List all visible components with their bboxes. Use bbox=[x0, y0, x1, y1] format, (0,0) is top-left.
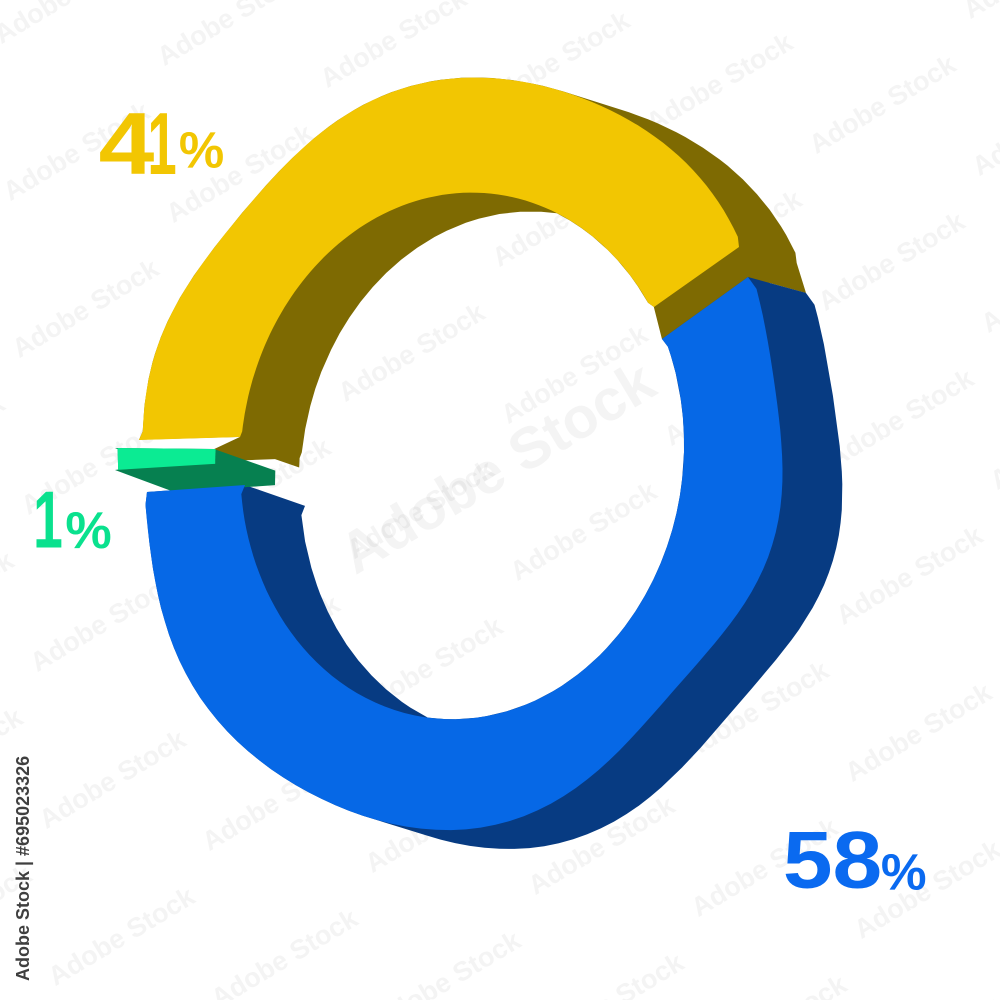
svg-text:%: % bbox=[65, 502, 111, 560]
svg-text:%: % bbox=[179, 122, 224, 179]
svg-text:1: 1 bbox=[33, 476, 63, 566]
svg-text:58: 58 bbox=[783, 816, 882, 906]
svg-text:%: % bbox=[881, 843, 927, 901]
svg-text:4: 4 bbox=[99, 94, 155, 193]
svg-text:1: 1 bbox=[148, 94, 177, 193]
